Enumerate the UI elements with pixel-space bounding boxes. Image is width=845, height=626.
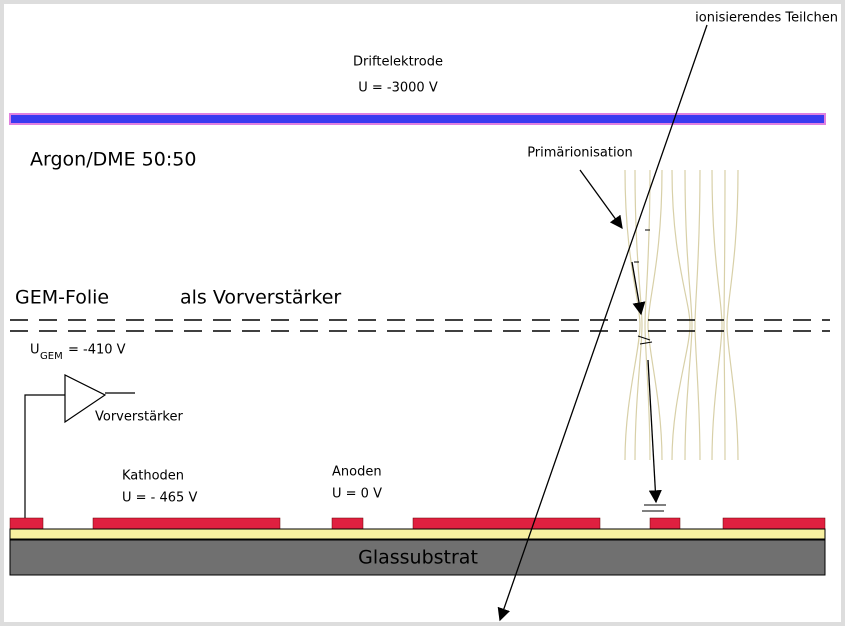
field-lines bbox=[624, 169, 739, 461]
amplifier-label: Vorverstärker bbox=[95, 410, 183, 425]
substrate-label: Glassubstrat bbox=[358, 547, 478, 569]
gem-voltage: = -410 V bbox=[68, 343, 126, 358]
gem-u: U bbox=[30, 343, 40, 358]
cathode-voltage: U = - 465 V bbox=[122, 491, 197, 506]
gem-role: als Vorverstärker bbox=[180, 287, 341, 309]
gem-label: GEM-Folie bbox=[15, 287, 109, 309]
gem-sub: GEM bbox=[40, 351, 63, 362]
drift-electrode bbox=[9, 113, 826, 125]
drift-label: Driftelektrode bbox=[353, 55, 443, 70]
primary-label: Primärionisation bbox=[527, 146, 633, 161]
cathode-label: Kathoden bbox=[122, 469, 184, 484]
arrows bbox=[497, 24, 708, 622]
gas-label: Argon/DME 50:50 bbox=[30, 149, 196, 171]
amplifier bbox=[24, 374, 135, 518]
anode-voltage: U = 0 V bbox=[332, 487, 382, 502]
ion-marks bbox=[634, 229, 666, 512]
insulator bbox=[9, 528, 826, 540]
drift-voltage: U = -3000 V bbox=[358, 81, 438, 96]
particle-label: ionisierendes Teilchen bbox=[695, 11, 838, 26]
glass bbox=[9, 539, 826, 576]
anode-label: Anoden bbox=[332, 465, 382, 480]
